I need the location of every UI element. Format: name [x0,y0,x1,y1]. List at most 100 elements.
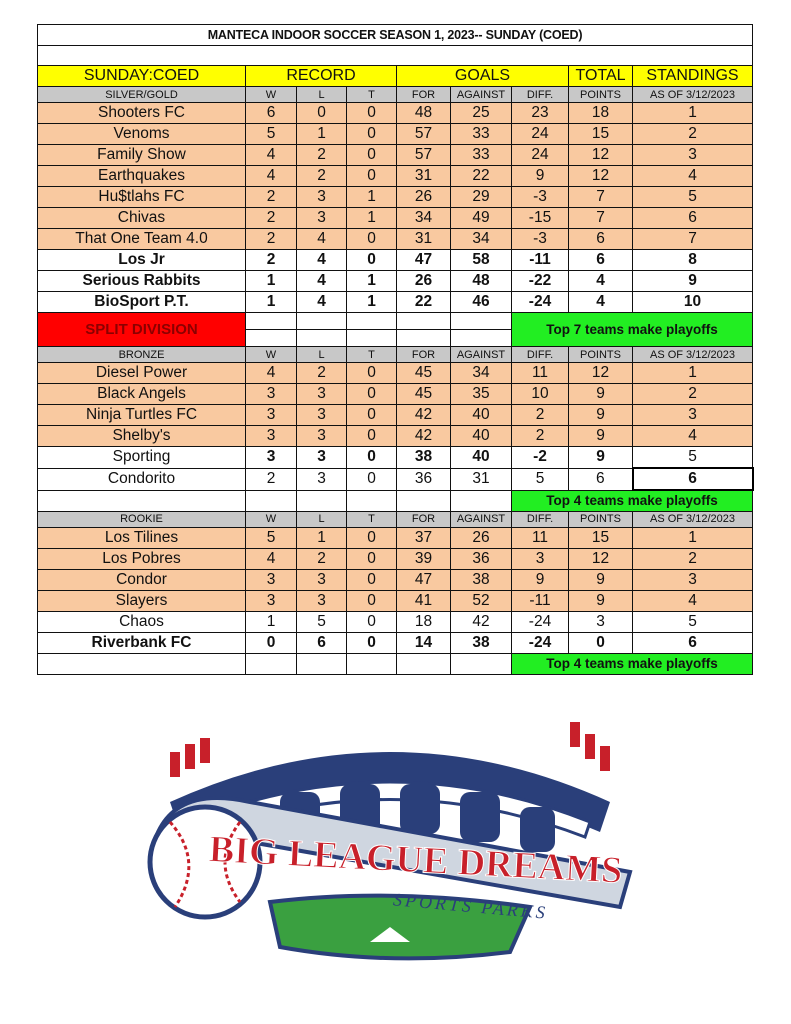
cell-points: 12 [568,165,633,187]
blank-row [36,45,754,66]
cell-diff: 9 [511,568,569,591]
cell-diff: 5 [511,467,569,491]
team-name: That One Team 4.0 [37,228,246,250]
cell-w: 1 [245,270,297,292]
column-header: T [346,346,397,363]
column-header: W [245,510,297,528]
cell-l: 4 [296,291,347,313]
cell-points: 9 [568,383,633,405]
cell-points: 12 [568,362,633,384]
column-header: DIFF. [511,86,569,103]
cell-w: 4 [245,144,297,166]
cell-points: 4 [568,270,633,292]
team-row: Chaos 1 5 0 18 42 -24 3 5 [37,610,754,633]
split-row: SPLIT DIVISION Top 7 teams make playoffs [37,312,754,347]
cell-w: 5 [245,123,297,145]
team-name: Family Show [37,144,246,166]
header-goals: GOALS [396,65,569,87]
cell-standing: 3 [631,404,754,426]
cell-w: 4 [245,362,297,384]
column-header: L [296,346,347,363]
team-name: Condorito [37,467,246,491]
cell-for: 57 [396,123,451,145]
team-name: Riverbank FC [37,631,246,654]
cell-t: 1 [346,270,397,292]
team-row: That One Team 4.0 2 4 0 31 34 -3 6 7 [37,228,754,250]
cell-points: 18 [568,102,633,124]
cell-for: 41 [396,589,451,612]
cell-against: 35 [450,383,512,405]
cell-diff: 9 [511,165,569,187]
cell-points: 4 [568,291,633,313]
cell-standing: 2 [631,547,754,570]
empty-cell [450,652,512,675]
cell-standing: 6 [631,207,754,229]
cell-t: 0 [346,144,397,166]
cell-l: 1 [296,526,347,549]
cell-diff: 24 [511,144,569,166]
team-name: Diesel Power [37,362,246,384]
title-row: MANTECA INDOOR SOCCER SEASON 1, 2023-- S… [36,24,754,46]
division-name: ROOKIE [37,510,246,528]
cell-for: 57 [396,144,451,166]
cell-w: 3 [245,568,297,591]
team-row: Serious Rabbits 1 4 1 26 48 -22 4 9 [37,270,754,292]
cell-l: 3 [296,568,347,591]
team-name: Slayers [37,589,246,612]
cell-l: 4 [296,270,347,292]
cell-standing: 6 [631,631,754,654]
cell-against: 33 [450,123,512,145]
cell-w: 5 [245,526,297,549]
cell-standing: 3 [631,144,754,166]
team-row: Earthquakes 4 2 0 31 22 9 12 4 [37,165,754,187]
team-row: Black Angels 3 3 0 45 35 10 9 2 [37,383,754,405]
cell-standing: 1 [631,362,754,384]
cell-t: 0 [346,589,397,612]
column-header: AS OF 3/12/2023 [631,510,754,528]
empty-cell [346,312,397,330]
column-header: W [245,86,297,103]
cell-against: 25 [450,102,512,124]
cell-w: 4 [245,547,297,570]
empty-cell [296,312,347,330]
cell-for: 38 [396,446,451,469]
empty-cell [396,652,451,675]
cell-against: 22 [450,165,512,187]
column-header: AS OF 3/12/2023 [631,86,754,103]
column-header: FOR [396,510,451,528]
team-row: Shooters FC 6 0 0 48 25 23 18 1 [37,102,754,124]
playoff-note: Top 4 teams make playoffs [510,652,754,675]
team-row: Chivas 2 3 1 34 49 -15 7 6 [37,207,754,229]
cell-points: 6 [568,467,633,491]
cell-diff: 11 [511,526,569,549]
team-row: Los Pobres 4 2 0 39 36 3 12 2 [37,547,754,570]
cell-t: 0 [346,467,397,491]
cell-for: 31 [396,228,451,250]
team-name: BioSport P.T. [37,291,246,313]
cell-w: 1 [245,610,297,633]
cell-t: 0 [346,568,397,591]
cell-diff: 3 [511,547,569,570]
cell-against: 58 [450,249,512,271]
empty-cell [450,312,512,330]
cell-points: 6 [568,228,633,250]
cell-against: 48 [450,270,512,292]
cell-diff: 23 [511,102,569,124]
cell-for: 34 [396,207,451,229]
empty-cell [450,329,512,347]
cell-t: 0 [346,610,397,633]
cell-l: 1 [296,123,347,145]
cell-for: 31 [396,165,451,187]
cell-t: 0 [346,547,397,570]
column-header: L [296,510,347,528]
cell-points: 12 [568,144,633,166]
cell-t: 1 [346,291,397,313]
cell-l: 3 [296,404,347,426]
cell-diff: -11 [511,589,569,612]
cell-standing: 4 [631,165,754,187]
column-header: POINTS [568,86,633,103]
standings-table: MANTECA INDOOR SOCCER SEASON 1, 2023-- S… [36,24,754,675]
header-total: TOTAL [568,65,633,87]
note-row: Top 4 teams make playoffs [37,652,754,675]
cell-points: 7 [568,207,633,229]
